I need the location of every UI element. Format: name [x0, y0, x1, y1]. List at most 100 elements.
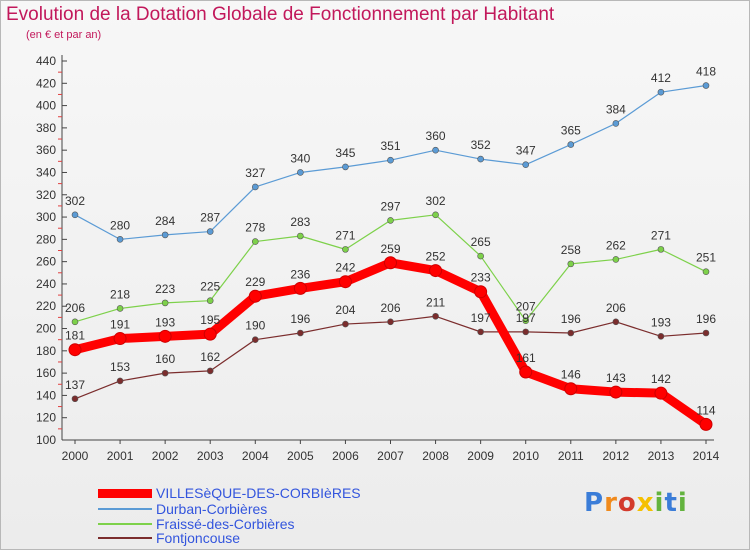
- data-point: [297, 329, 304, 337]
- x-tick-label: 2013: [648, 449, 675, 463]
- data-label: 340: [290, 151, 310, 165]
- logo-letter: i: [654, 488, 665, 518]
- data-label: 258: [561, 243, 581, 257]
- data-label: 193: [651, 315, 671, 329]
- data-label: 218: [110, 287, 130, 301]
- y-tick-label: 280: [36, 232, 56, 246]
- legend-swatch: [98, 523, 152, 525]
- data-label: 271: [335, 228, 355, 242]
- data-label: 280: [110, 218, 130, 232]
- data-point: [116, 236, 124, 243]
- data-label: 384: [606, 102, 626, 116]
- legend-item: Fraissé-des-Corbières: [98, 516, 295, 532]
- legend-item: VILLESèQUE-DES-CORBIèRES: [98, 485, 361, 501]
- logo-letter: P: [584, 488, 605, 518]
- data-label: 206: [606, 301, 626, 315]
- data-point: [251, 183, 259, 191]
- data-point: [203, 327, 217, 341]
- data-point: [161, 231, 169, 239]
- proxiti-logo: Proxiti: [584, 488, 688, 518]
- logo-letter: i: [677, 488, 688, 518]
- data-point: [71, 211, 79, 219]
- data-label: 197: [471, 311, 491, 325]
- data-point: [522, 317, 530, 325]
- legend-swatch: [98, 488, 152, 498]
- data-point: [477, 155, 484, 163]
- series-layer: [68, 82, 713, 431]
- data-label: 229: [245, 275, 265, 289]
- data-label: 233: [471, 271, 491, 285]
- data-point: [564, 382, 578, 396]
- logo-letter: o: [617, 488, 637, 518]
- y-tick-label: 400: [36, 99, 56, 113]
- logo-letter: t: [664, 488, 678, 518]
- data-point: [612, 120, 620, 127]
- data-point: [206, 297, 214, 304]
- data-point: [251, 336, 259, 343]
- data-label: 206: [380, 301, 400, 315]
- data-label: 297: [380, 199, 400, 213]
- y-tick-label: 120: [36, 411, 56, 425]
- y-tick-label: 140: [36, 388, 56, 402]
- data-point: [342, 163, 349, 171]
- data-point: [116, 377, 124, 385]
- data-label: 242: [335, 261, 355, 275]
- data-point: [612, 318, 620, 326]
- data-point: [338, 275, 352, 289]
- data-point: [68, 343, 82, 357]
- data-point: [567, 141, 575, 148]
- data-label: 345: [335, 146, 355, 160]
- data-point: [702, 268, 710, 275]
- data-label: 352: [471, 138, 491, 152]
- data-point: [71, 318, 79, 326]
- x-tick-label: 2003: [197, 449, 224, 463]
- chart-subtitle: (en € et par an): [26, 29, 102, 41]
- data-label: 196: [290, 312, 310, 326]
- data-label: 193: [155, 315, 175, 329]
- data-label: 287: [200, 211, 220, 225]
- data-label: 347: [516, 144, 536, 158]
- data-label: 114: [696, 403, 715, 417]
- data-label: 327: [245, 166, 265, 180]
- chart-axes: 100 120 140 160 180 200 220 240 260 280 300 320 340 3…: [36, 54, 720, 463]
- x-tick-label: 2011: [558, 449, 584, 463]
- y-tick-label: 100: [36, 433, 56, 447]
- legend-label: Fontjoncouse: [156, 530, 241, 546]
- data-point: [654, 386, 668, 400]
- data-label: 236: [290, 267, 310, 281]
- data-label: 146: [561, 368, 581, 382]
- x-tick-label: 2000: [62, 449, 89, 463]
- data-point: [522, 161, 530, 168]
- data-label: 262: [606, 238, 626, 252]
- data-point: [657, 333, 665, 340]
- legend-label: VILLESèQUE-DES-CORBIèRES: [156, 485, 361, 501]
- y-tick-label: 440: [36, 54, 56, 68]
- legend-item: Fontjoncouse: [98, 530, 241, 546]
- data-label: 197: [516, 311, 536, 325]
- data-label: 225: [200, 280, 220, 294]
- x-tick-label: 2014: [693, 449, 720, 463]
- x-tick-label: 2010: [512, 449, 539, 463]
- data-point: [702, 329, 710, 337]
- data-point: [387, 156, 394, 164]
- data-point: [567, 260, 575, 268]
- data-point: [342, 320, 349, 328]
- y-tick-label: 200: [36, 322, 56, 336]
- x-tick-label: 2007: [377, 449, 404, 463]
- data-point: [158, 329, 172, 343]
- data-point: [297, 232, 304, 240]
- data-label: 365: [561, 124, 581, 138]
- y-tick-label: 420: [36, 76, 56, 90]
- data-label: 190: [245, 319, 265, 333]
- y-tick-label: 160: [36, 366, 56, 380]
- data-point: [206, 228, 214, 235]
- data-point: [519, 365, 533, 379]
- data-point: [161, 299, 169, 307]
- legend-label: Fraissé-des-Corbières: [156, 516, 295, 532]
- x-tick-label: 2002: [152, 449, 179, 463]
- data-point: [116, 305, 124, 312]
- data-point: [432, 312, 439, 320]
- legend-label: Durban-Corbières: [156, 501, 268, 517]
- data-label: 284: [155, 214, 175, 228]
